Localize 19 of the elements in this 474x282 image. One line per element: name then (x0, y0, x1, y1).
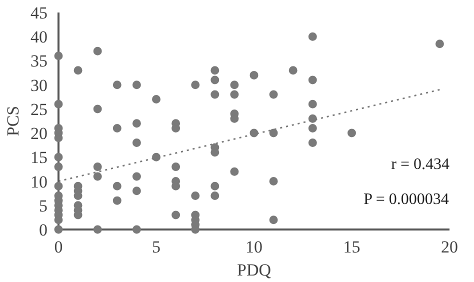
x-tick-label: 5 (152, 238, 160, 256)
y-tick-label: 15 (30, 148, 48, 168)
y-tick-label: 40 (30, 28, 48, 47)
y-tick-label: 10 (30, 172, 48, 192)
y-tick-label: 0 (39, 220, 48, 240)
x-axis-title: PDQ (236, 260, 272, 280)
x-tick-label: 15 (343, 238, 360, 256)
y-tick-label: 45 (30, 4, 48, 22)
y-tick-label: 35 (30, 52, 48, 71)
x-tick-label: 20 (441, 238, 458, 256)
annotation: P = 0.000034 (364, 190, 449, 208)
annotation: r = 0.434 (391, 156, 450, 174)
x-tick-label: 10 (246, 238, 262, 256)
x-tick-label: 0 (54, 238, 63, 256)
y-tick-label: 25 (30, 100, 48, 119)
y-axis-title: PCS (4, 106, 22, 136)
y-tick-label: 20 (30, 124, 48, 144)
y-tick-label: 5 (39, 196, 48, 216)
y-tick-label: 30 (30, 76, 48, 95)
